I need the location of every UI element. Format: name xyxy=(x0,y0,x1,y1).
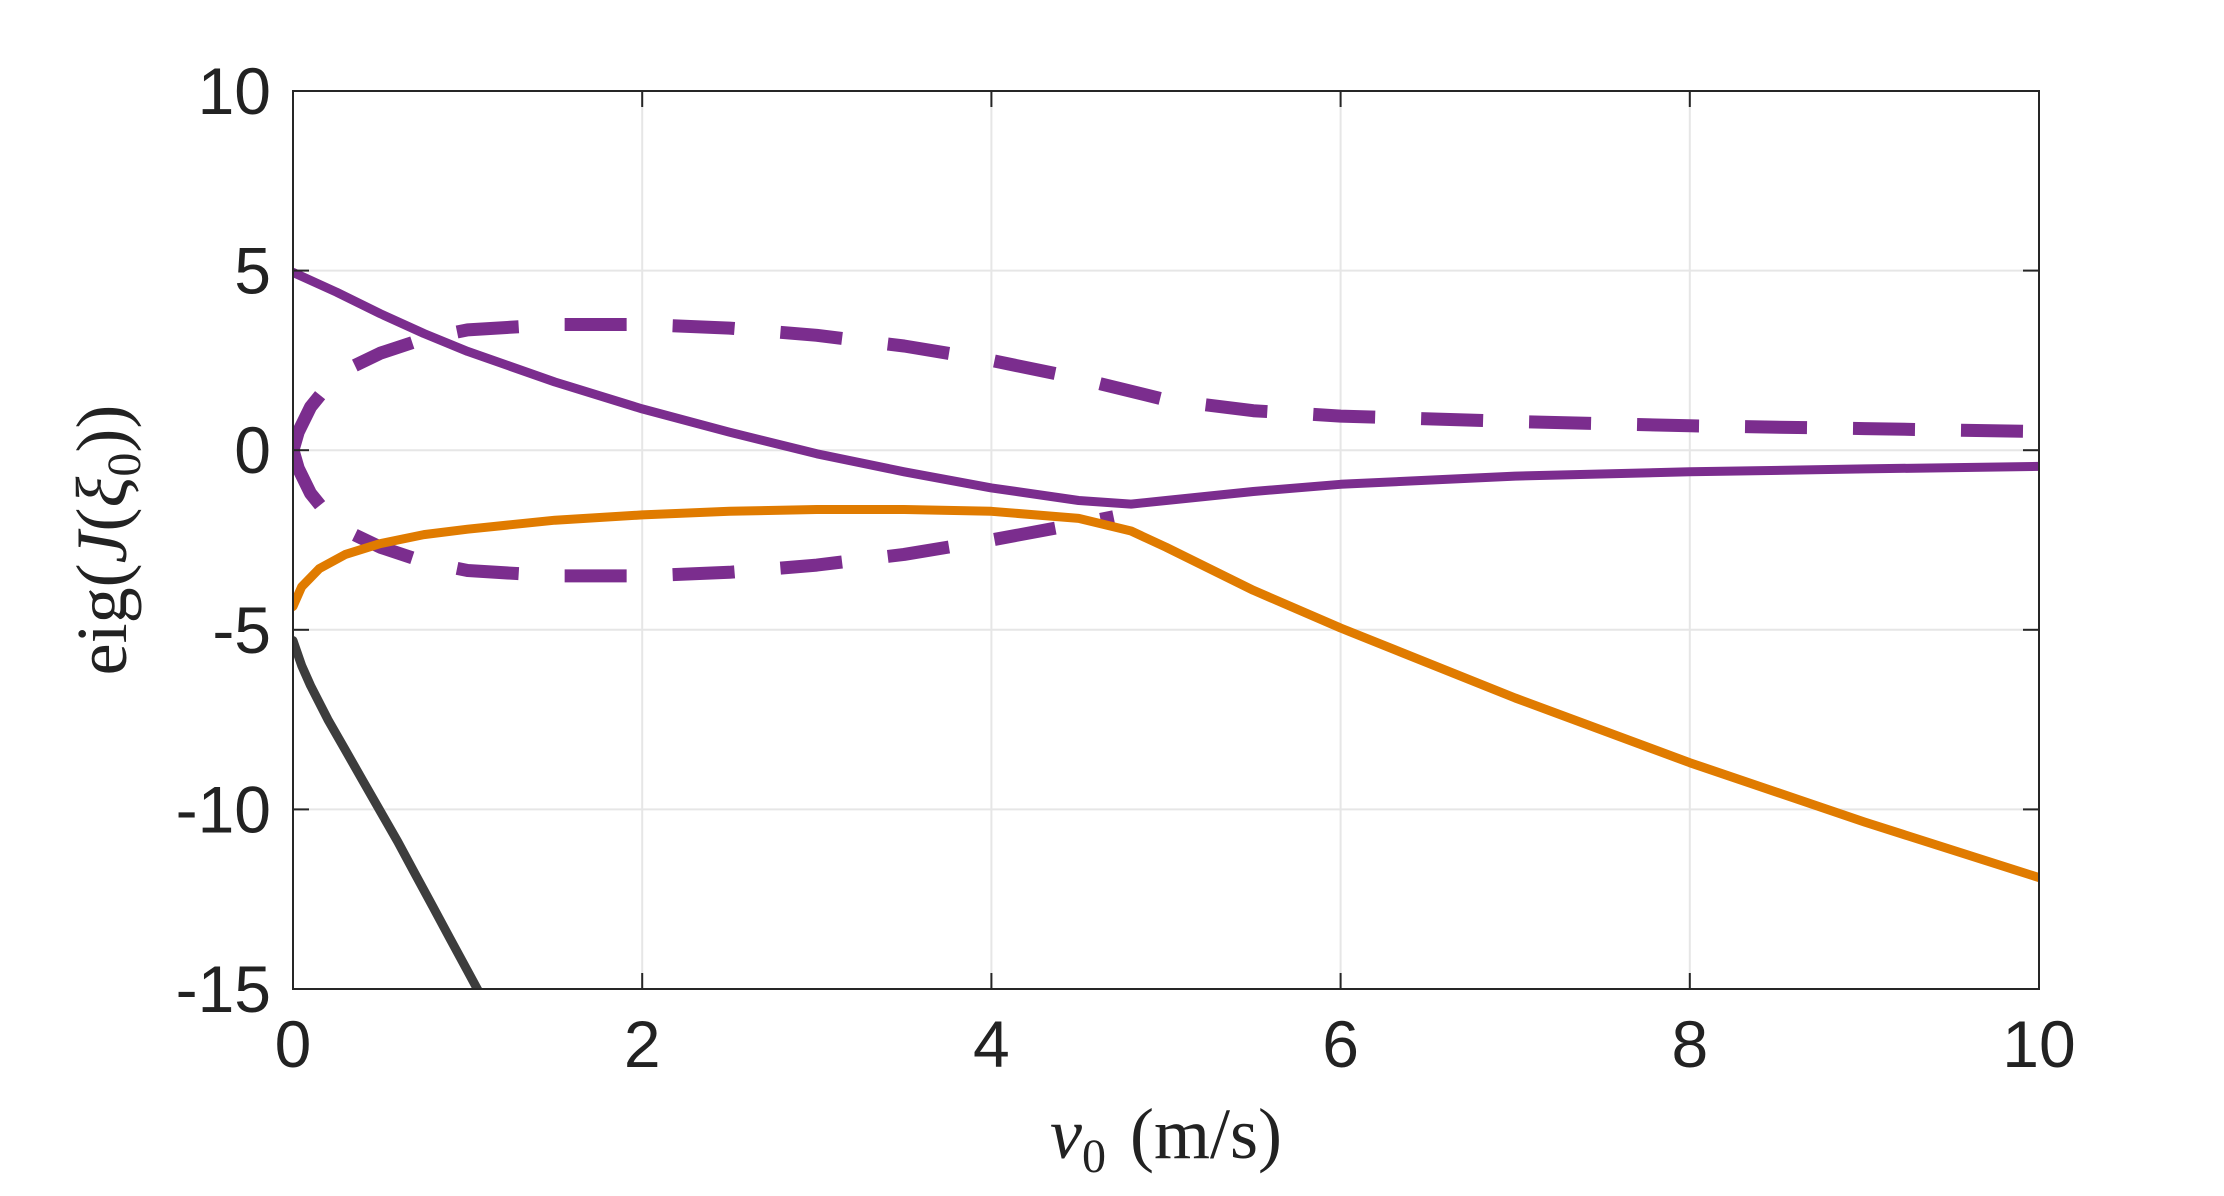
axes-box xyxy=(292,90,2040,990)
series-line-purple-solid-real xyxy=(293,267,2039,509)
x-tick-label: 4 xyxy=(973,1007,1010,1081)
x-axis-label: v0 (m/s) xyxy=(1050,1094,1282,1183)
x-tick-label: 0 xyxy=(275,1007,312,1081)
x-tick-label: 10 xyxy=(2002,1007,2075,1081)
y-tick-label: 0 xyxy=(234,413,271,487)
plot-area xyxy=(293,91,2039,989)
y-tick-label: -15 xyxy=(176,952,271,1026)
series-layer xyxy=(293,267,2039,989)
y-tick-label: 5 xyxy=(234,234,271,308)
series-line-black-solid xyxy=(293,636,483,989)
series-line-orange-solid xyxy=(293,505,2039,883)
y-tick-label: 10 xyxy=(198,54,271,128)
series-line-purple-dashed-imag-upper xyxy=(293,318,2039,453)
x-tick-label: 8 xyxy=(1671,1007,1708,1081)
x-tick-label: 6 xyxy=(1322,1007,1359,1081)
grid xyxy=(293,91,2039,989)
y-axis-label: eig(J(ξ0)) xyxy=(62,405,151,676)
series-line-purple-dashed-imag-lower xyxy=(293,448,1115,583)
y-tick-label: -10 xyxy=(176,772,271,846)
x-tick-label: 2 xyxy=(624,1007,661,1081)
ticks: 0 2 4 6 8 10 10 5 0 -5 -10 -15 xyxy=(176,54,2076,1081)
y-tick-label: -5 xyxy=(212,593,271,667)
